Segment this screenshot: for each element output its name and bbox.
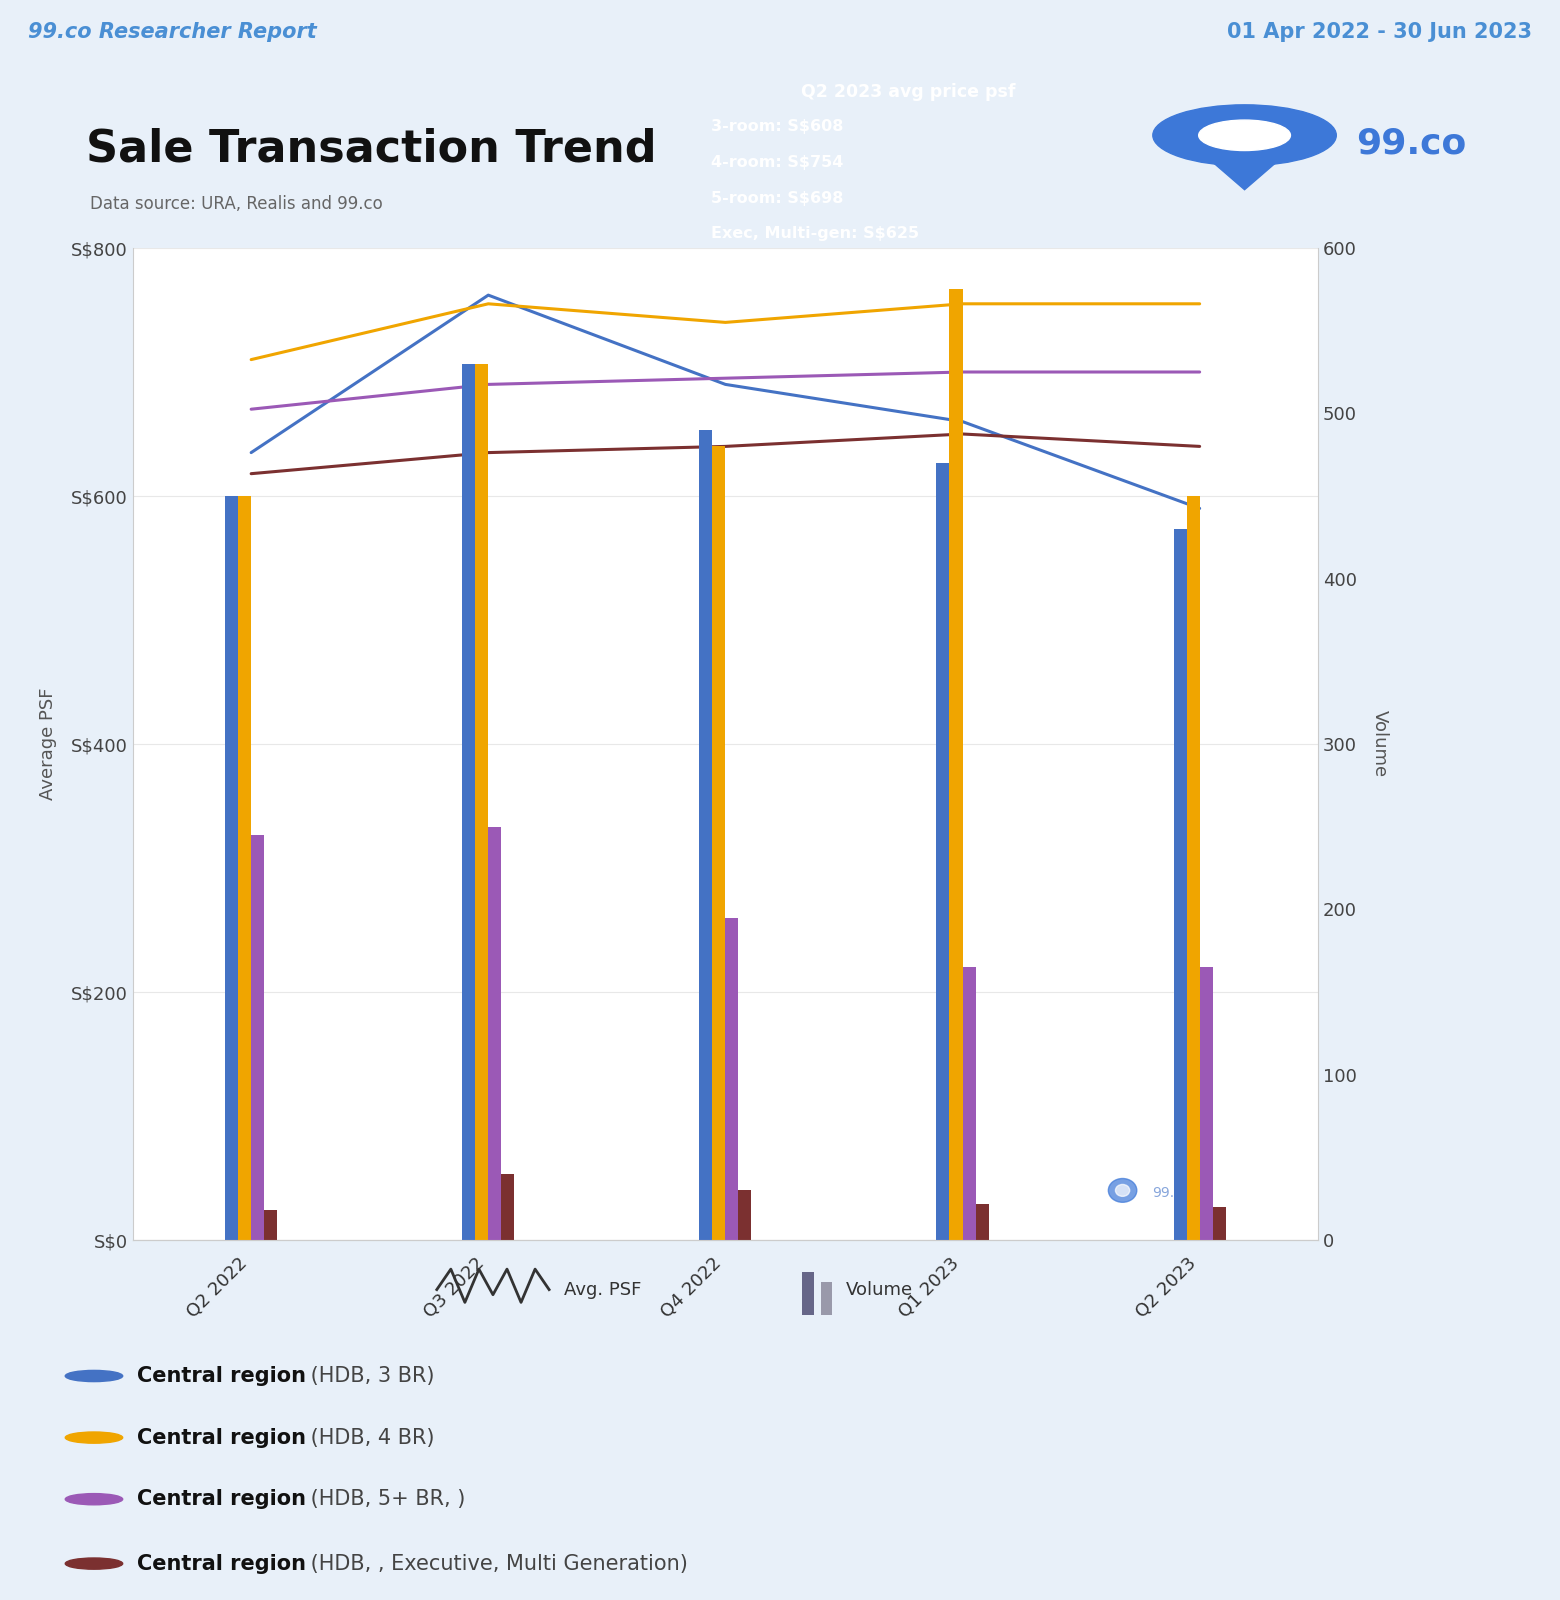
Text: Data source: URA, Realis and 99.co: Data source: URA, Realis and 99.co	[90, 195, 384, 213]
Text: (HDB, , Executive, Multi Generation): (HDB, , Executive, Multi Generation)	[304, 1554, 688, 1574]
Text: Central region: Central region	[137, 1490, 306, 1509]
Bar	[699, 430, 713, 1240]
Text: Exec, Multi-gen: S$625: Exec, Multi-gen: S$625	[711, 227, 919, 242]
Bar	[264, 1210, 278, 1240]
Circle shape	[66, 1370, 123, 1381]
Bar	[738, 1190, 752, 1240]
Bar	[713, 446, 725, 1240]
Text: (HDB, 3 BR): (HDB, 3 BR)	[304, 1366, 434, 1386]
Bar	[975, 1203, 989, 1240]
Text: Sale Transaction Trend: Sale Transaction Trend	[86, 128, 657, 171]
Text: Central region: Central region	[137, 1554, 306, 1574]
Text: 01 Apr 2022 - 30 Jun 2023: 01 Apr 2022 - 30 Jun 2023	[1226, 22, 1532, 42]
Text: Q2 2023 avg price psf: Q2 2023 avg price psf	[802, 83, 1016, 101]
Text: Central region: Central region	[137, 1427, 306, 1448]
Circle shape	[66, 1494, 123, 1504]
Polygon shape	[1212, 162, 1278, 190]
Text: Volume: Volume	[846, 1280, 913, 1299]
Text: 99.co Researcher Report: 99.co Researcher Report	[28, 22, 317, 42]
Bar	[488, 827, 501, 1240]
Bar	[950, 290, 963, 1240]
Y-axis label: Average PSF: Average PSF	[39, 688, 58, 800]
Bar	[802, 1272, 814, 1315]
Bar	[1173, 530, 1187, 1240]
Bar	[225, 496, 239, 1240]
Bar	[462, 363, 476, 1240]
Circle shape	[1153, 106, 1337, 166]
Circle shape	[66, 1558, 123, 1570]
Bar	[239, 496, 251, 1240]
Text: 4-room: S$754: 4-room: S$754	[711, 155, 844, 170]
Bar	[963, 966, 975, 1240]
Text: 5-room: S$698: 5-room: S$698	[711, 190, 844, 206]
Y-axis label: Volume: Volume	[1371, 710, 1388, 778]
Bar	[725, 917, 738, 1240]
Bar	[936, 462, 950, 1240]
Text: 99.co: 99.co	[1153, 1186, 1190, 1200]
Text: Central region: Central region	[137, 1366, 306, 1386]
Bar	[476, 363, 488, 1240]
Bar	[251, 835, 264, 1240]
Bar	[1212, 1206, 1226, 1240]
Text: 99.co: 99.co	[1356, 126, 1466, 162]
Bar	[1200, 966, 1212, 1240]
Text: (HDB, 5+ BR, ): (HDB, 5+ BR, )	[304, 1490, 465, 1509]
Bar	[1187, 496, 1200, 1240]
Circle shape	[66, 1432, 123, 1443]
Text: 3-room: S$608: 3-room: S$608	[711, 118, 844, 134]
Bar	[821, 1282, 833, 1315]
Circle shape	[1115, 1184, 1129, 1197]
Bar	[501, 1174, 515, 1240]
Text: Avg. PSF: Avg. PSF	[565, 1280, 641, 1299]
Circle shape	[1198, 120, 1290, 150]
Circle shape	[1108, 1179, 1137, 1202]
Text: (HDB, 4 BR): (HDB, 4 BR)	[304, 1427, 434, 1448]
